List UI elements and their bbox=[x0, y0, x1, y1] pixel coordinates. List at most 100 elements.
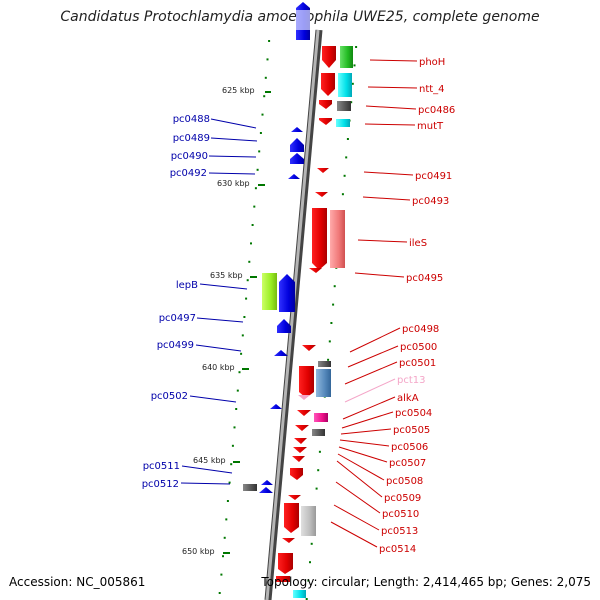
gene-pc0499[interactable] bbox=[274, 350, 288, 356]
gene-label-pc0511[interactable]: pc0511 bbox=[143, 461, 180, 472]
right-leaders bbox=[330, 59, 418, 548]
gene-label-pc0490[interactable]: pc0490 bbox=[171, 151, 208, 162]
gene-label-pct13[interactable]: pct13 bbox=[397, 375, 426, 386]
track-dot bbox=[259, 132, 262, 134]
track-dot bbox=[327, 358, 330, 361]
kbp-label: 635 kbp bbox=[210, 271, 243, 280]
gene-label-pc0501[interactable]: pc0501 bbox=[399, 358, 436, 369]
gene-pc0497[interactable] bbox=[277, 319, 291, 333]
gene-pc0488[interactable] bbox=[291, 127, 303, 132]
track-dot bbox=[222, 555, 224, 558]
gene-mutT[interactable] bbox=[319, 118, 332, 125]
track-dot bbox=[315, 487, 318, 490]
gene-label-lepB[interactable]: lepB bbox=[176, 280, 198, 291]
gene-homolog-bar bbox=[316, 369, 331, 397]
gene-pc0500[interactable] bbox=[318, 361, 331, 367]
gene-pc0513[interactable] bbox=[284, 503, 299, 533]
gene-pc0498[interactable] bbox=[302, 345, 316, 351]
gene-pc0491[interactable] bbox=[317, 168, 329, 173]
gene-label-pc0489[interactable]: pc0489 bbox=[173, 133, 210, 144]
gene-pc0501[interactable] bbox=[299, 366, 314, 398]
gene-label-pc0492[interactable]: pc0492 bbox=[170, 168, 207, 179]
track-dot bbox=[328, 340, 331, 343]
track-dot bbox=[330, 322, 333, 324]
track-dot bbox=[248, 260, 251, 263]
gene-label-pc0510[interactable]: pc0510 bbox=[382, 509, 419, 520]
gene-label-pc0505[interactable]: pc0505 bbox=[393, 425, 430, 436]
gene-label-pc0512[interactable]: pc0512 bbox=[142, 479, 179, 490]
gene-pc0489[interactable] bbox=[290, 138, 304, 152]
gene-pc0511[interactable] bbox=[261, 480, 273, 485]
track-dot bbox=[309, 561, 311, 564]
gene-homolog-bar bbox=[312, 429, 325, 436]
kbp-label: 630 kbp bbox=[217, 179, 250, 188]
gene-homolog-bar bbox=[330, 210, 345, 268]
gene-pc0514[interactable] bbox=[282, 538, 295, 543]
kbp-label: 640 kbp bbox=[202, 363, 235, 372]
gene-pc0506[interactable] bbox=[294, 438, 307, 444]
gene-homolog-bar bbox=[243, 484, 257, 491]
gene-pc0504[interactable] bbox=[314, 413, 328, 422]
track-dot bbox=[220, 573, 223, 576]
gene-label-pc0497[interactable]: pc0497 bbox=[159, 313, 196, 324]
gene-homolog-bar bbox=[293, 590, 306, 598]
track-dot bbox=[241, 334, 244, 337]
gene-phoH[interactable] bbox=[322, 46, 336, 68]
track-dot bbox=[332, 303, 335, 306]
gene-label-pc0504[interactable]: pc0504 bbox=[395, 408, 432, 419]
gene-pc0490[interactable] bbox=[290, 153, 304, 164]
gene-lepB[interactable] bbox=[279, 274, 295, 312]
gene-label-ileS[interactable]: ileS bbox=[409, 238, 427, 249]
gene-pc0493[interactable] bbox=[315, 192, 328, 197]
gene-label-alkA[interactable]: alkA bbox=[397, 393, 419, 404]
gene-label-pc0508[interactable]: pc0508 bbox=[386, 476, 423, 487]
track-dot bbox=[236, 389, 239, 392]
track-dot bbox=[253, 205, 256, 208]
track-dot bbox=[256, 168, 259, 171]
gene-label-pc0499[interactable]: pc0499 bbox=[157, 340, 194, 351]
gene-pc0508[interactable] bbox=[292, 456, 305, 462]
track-dot bbox=[263, 95, 266, 98]
gene-label-ntt_4[interactable]: ntt_4 bbox=[419, 84, 445, 95]
track-dot bbox=[268, 40, 271, 42]
gene-pc0502[interactable] bbox=[270, 404, 282, 409]
gene-label-pc0491[interactable]: pc0491 bbox=[415, 171, 452, 182]
gene-pc0507[interactable] bbox=[293, 447, 307, 453]
gene-homolog-bar bbox=[336, 119, 350, 127]
gene-label-pc0488[interactable]: pc0488 bbox=[173, 114, 210, 125]
gene-label-pc0500[interactable]: pc0500 bbox=[400, 342, 437, 353]
gene-alkA[interactable] bbox=[297, 410, 311, 416]
track-dot bbox=[250, 242, 252, 245]
gene-label-pc0509[interactable]: pc0509 bbox=[384, 493, 421, 504]
gene-ntt_4[interactable] bbox=[321, 73, 335, 96]
gene-pc0492[interactable] bbox=[288, 174, 300, 179]
track-dot bbox=[245, 297, 248, 300]
gene-pct13[interactable] bbox=[298, 395, 310, 400]
gene-label-pc0493[interactable]: pc0493 bbox=[412, 196, 449, 207]
topology-label: Topology: circular; Length: 2,414,465 bp… bbox=[261, 575, 591, 589]
gene-label-pc0513[interactable]: pc0513 bbox=[381, 526, 418, 537]
track-dot bbox=[355, 46, 358, 48]
gene-pc0510[interactable] bbox=[288, 495, 301, 500]
gene-label-mutT[interactable]: mutT bbox=[417, 121, 444, 132]
kbp-label: 625 kbp bbox=[222, 86, 255, 95]
kbp-label: 650 kbp bbox=[182, 547, 215, 556]
gene-ileS[interactable] bbox=[312, 208, 327, 270]
gene-label-pc0495[interactable]: pc0495 bbox=[406, 273, 443, 284]
track-dot bbox=[266, 58, 269, 61]
gene-label-pc0507[interactable]: pc0507 bbox=[389, 458, 426, 469]
gene-label-phoH[interactable]: phoH bbox=[419, 57, 445, 68]
gene-label-pc0486[interactable]: pc0486 bbox=[418, 105, 455, 116]
gene-label-pc0506[interactable]: pc0506 bbox=[391, 442, 428, 453]
gene-pc0495[interactable] bbox=[309, 268, 322, 273]
gene-pc0486[interactable] bbox=[319, 100, 332, 109]
gene-label-pc0514[interactable]: pc0514 bbox=[379, 544, 416, 555]
gene-label-pc0502[interactable]: pc0502 bbox=[151, 391, 188, 402]
gene-next bbox=[276, 576, 290, 582]
gene-next bbox=[278, 553, 293, 574]
gene-pc0505[interactable] bbox=[295, 425, 309, 431]
gene-label-pc0498[interactable]: pc0498 bbox=[402, 324, 439, 335]
gene-pc0512[interactable] bbox=[259, 487, 273, 493]
gene-pc0509[interactable] bbox=[290, 468, 303, 480]
